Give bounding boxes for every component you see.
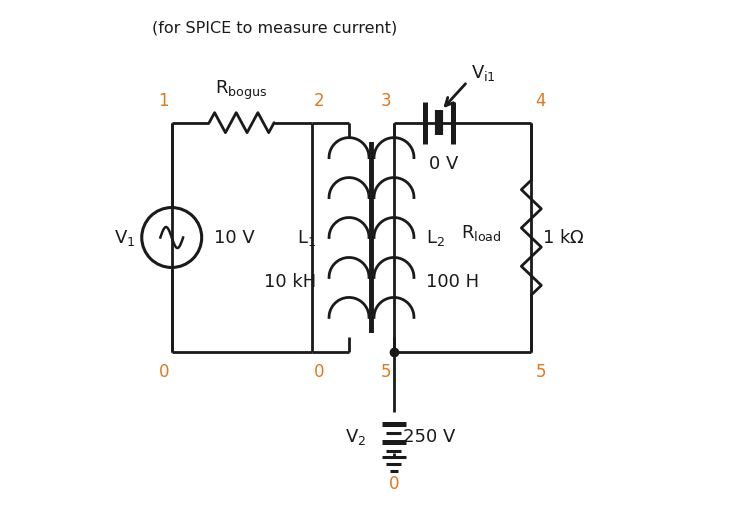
- Text: 3: 3: [381, 92, 392, 110]
- Text: L$_2$: L$_2$: [426, 228, 445, 247]
- Text: 1: 1: [158, 92, 169, 110]
- Text: 0: 0: [389, 475, 399, 493]
- Text: 100 H: 100 H: [426, 274, 479, 291]
- Text: 0: 0: [159, 364, 169, 381]
- Text: 0 V: 0 V: [429, 155, 458, 173]
- Text: V$_2$: V$_2$: [345, 427, 366, 447]
- Text: R$_{\mathregular{bogus}}$: R$_{\mathregular{bogus}}$: [215, 78, 267, 102]
- Text: L$_1$: L$_1$: [297, 228, 317, 247]
- Text: R$_{\mathregular{load}}$: R$_{\mathregular{load}}$: [461, 223, 502, 242]
- Text: 0: 0: [314, 364, 325, 381]
- Text: 5: 5: [535, 364, 546, 381]
- Text: 250 V: 250 V: [403, 428, 455, 446]
- Text: 2: 2: [314, 92, 325, 110]
- Text: (for SPICE to measure current): (for SPICE to measure current): [152, 20, 397, 35]
- Text: 5: 5: [381, 364, 392, 381]
- Text: 1 k$\Omega$: 1 k$\Omega$: [542, 229, 585, 246]
- Text: 10 kH: 10 kH: [265, 274, 317, 291]
- Text: 10 V: 10 V: [214, 229, 255, 246]
- Text: V$_1$: V$_1$: [114, 228, 136, 247]
- Text: 4: 4: [535, 92, 546, 110]
- Text: V$_{\mathregular{i1}}$: V$_{\mathregular{i1}}$: [471, 63, 496, 83]
